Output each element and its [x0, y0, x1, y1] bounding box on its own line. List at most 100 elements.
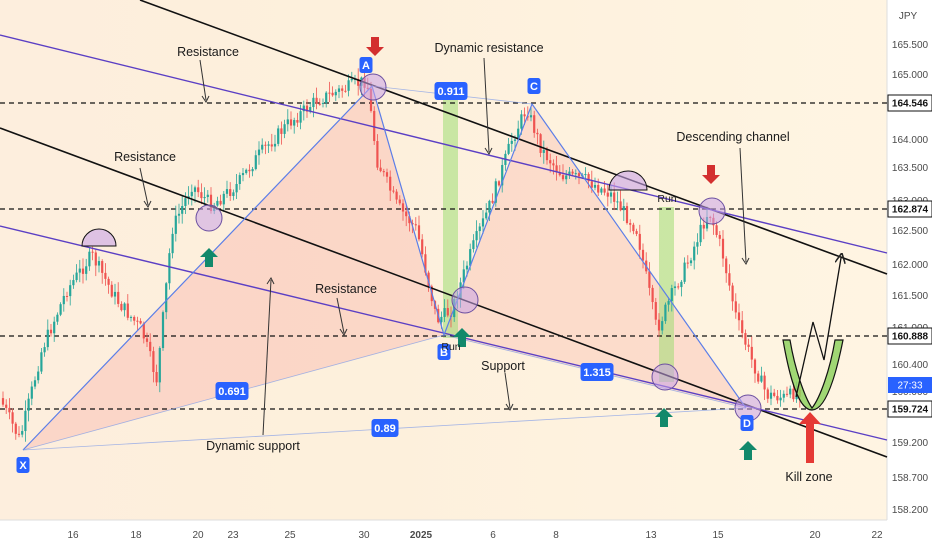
candle-body — [520, 114, 523, 129]
candle-body — [289, 119, 293, 126]
candle-body — [686, 262, 689, 264]
y-tick-label: 159.200 — [892, 438, 929, 449]
candle-body — [677, 286, 680, 288]
candle-body — [43, 347, 46, 353]
candle-body — [475, 231, 478, 241]
support-label: Support — [481, 359, 525, 373]
candle-body — [737, 312, 741, 321]
dynamic-resistance-line — [0, 34, 888, 254]
candle-body — [168, 253, 171, 284]
ratio-badge — [371, 419, 399, 437]
candle-body — [789, 388, 792, 395]
candle-body — [491, 200, 494, 203]
candle-body — [21, 431, 24, 435]
candle-body — [773, 392, 776, 396]
candle-body — [680, 281, 683, 288]
x-tick-label: 15 — [712, 530, 724, 541]
candle-body — [273, 143, 277, 147]
candle-body — [8, 407, 11, 413]
candle-body — [597, 184, 600, 193]
candle-body — [225, 189, 229, 194]
candle-body — [158, 348, 161, 383]
x-tick-label: 20 — [809, 530, 821, 541]
candle-body — [465, 265, 469, 270]
candle-body — [657, 319, 661, 331]
candle-body — [760, 375, 763, 382]
kill-zone-label: Kill zone — [785, 470, 832, 484]
candle-body — [379, 167, 382, 172]
candle-body — [552, 163, 555, 166]
candle-body — [123, 303, 126, 311]
candle-body — [305, 105, 309, 112]
candle-body — [753, 359, 757, 374]
candle-body — [229, 189, 232, 196]
signal-arrows — [200, 37, 821, 463]
candle-body — [600, 188, 603, 193]
candle-body — [577, 173, 581, 177]
candle-body — [731, 285, 734, 302]
down-arrow-a — [366, 37, 384, 56]
candle-body — [741, 320, 744, 334]
xab-triangle — [23, 86, 444, 450]
candle-body — [526, 116, 529, 118]
candle-body — [558, 172, 561, 176]
candle-body — [120, 303, 123, 311]
candle-body — [350, 79, 353, 81]
dynamic-resistance-label: Dynamic resistance — [434, 41, 543, 55]
candle-body — [549, 160, 552, 164]
candle-body — [485, 212, 488, 219]
candle-body — [565, 175, 568, 180]
candle-body — [670, 288, 673, 302]
dynamic-support-label: Dynamic support — [206, 439, 300, 453]
candle-body — [472, 240, 475, 250]
touch-circle-2 — [451, 286, 479, 314]
candle-body — [510, 140, 513, 144]
point-badge-d — [740, 415, 754, 431]
candle-body — [318, 103, 321, 105]
x-tick-label: 23 — [227, 530, 239, 541]
price-level-value: 159.724 — [892, 405, 929, 416]
candle-body — [606, 192, 609, 197]
candle-body — [785, 393, 789, 395]
y-tick-label: 163.500 — [892, 163, 929, 174]
y-tick-label: 158.200 — [892, 505, 929, 516]
candle-body — [385, 172, 389, 177]
candle-body — [616, 201, 619, 203]
candle-body — [721, 238, 725, 259]
candle-body — [107, 278, 110, 285]
candle-body — [209, 194, 213, 212]
time-axis-bg — [0, 520, 932, 550]
candle-body — [443, 308, 446, 317]
candle-body — [555, 165, 558, 173]
x-tick-label: 16 — [67, 530, 79, 541]
annotation-pointers — [139, 57, 750, 436]
candle-body — [261, 144, 264, 150]
candle-body — [299, 111, 302, 123]
candle-body — [357, 78, 360, 86]
candle-body — [699, 224, 702, 243]
candle-body — [478, 226, 481, 232]
candle-body — [193, 187, 197, 192]
candle-body — [757, 373, 760, 382]
touch-circle-3 — [698, 197, 726, 225]
candle-body — [46, 329, 49, 348]
candle-body — [513, 139, 517, 141]
up-arrow-3 — [655, 408, 673, 427]
candle-body — [251, 169, 254, 172]
candle-body — [398, 199, 401, 204]
candle-body — [245, 169, 248, 174]
candle-body — [779, 397, 782, 401]
candle-body — [59, 304, 62, 315]
candle-body — [149, 341, 152, 352]
resistance-label-1: Resistance — [177, 45, 239, 59]
candle-body — [571, 171, 574, 174]
candle-body — [315, 97, 318, 104]
candle-body — [113, 291, 117, 297]
x-tick-label: 30 — [358, 530, 370, 541]
candle-body — [155, 372, 158, 383]
candle-body — [568, 171, 571, 176]
candle-body — [667, 301, 670, 305]
candle-body — [517, 128, 520, 140]
kill-zone-arrow — [799, 412, 821, 463]
